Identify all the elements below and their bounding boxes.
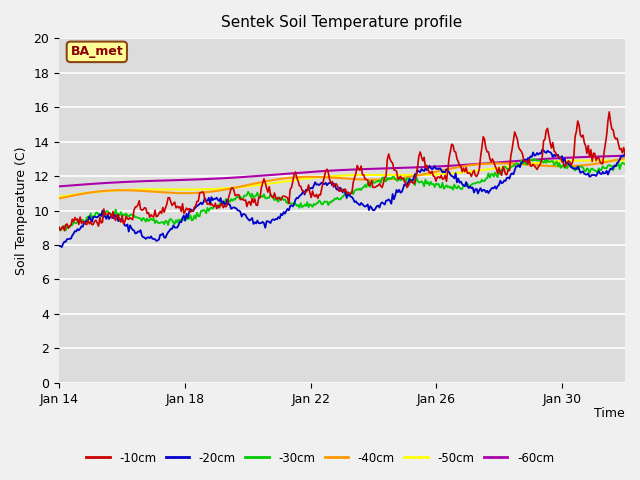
Y-axis label: Soil Temperature (C): Soil Temperature (C): [15, 146, 28, 275]
Title: Sentek Soil Temperature profile: Sentek Soil Temperature profile: [221, 15, 463, 30]
Legend: -10cm, -20cm, -30cm, -40cm, -50cm, -60cm: -10cm, -20cm, -30cm, -40cm, -50cm, -60cm: [81, 447, 559, 469]
Text: BA_met: BA_met: [70, 45, 124, 59]
Text: Time: Time: [595, 407, 625, 420]
